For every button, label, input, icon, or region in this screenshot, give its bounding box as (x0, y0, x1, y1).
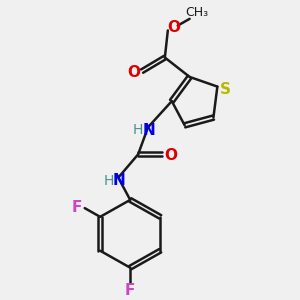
Text: O: O (164, 148, 177, 163)
Text: O: O (167, 20, 180, 35)
Text: N: N (113, 173, 126, 188)
Text: F: F (72, 200, 82, 215)
Text: H: H (103, 173, 114, 188)
Text: H: H (133, 123, 143, 137)
Text: O: O (128, 64, 141, 80)
Text: F: F (125, 284, 135, 298)
Text: N: N (142, 123, 155, 138)
Text: CH₃: CH₃ (186, 5, 209, 19)
Text: S: S (220, 82, 231, 97)
